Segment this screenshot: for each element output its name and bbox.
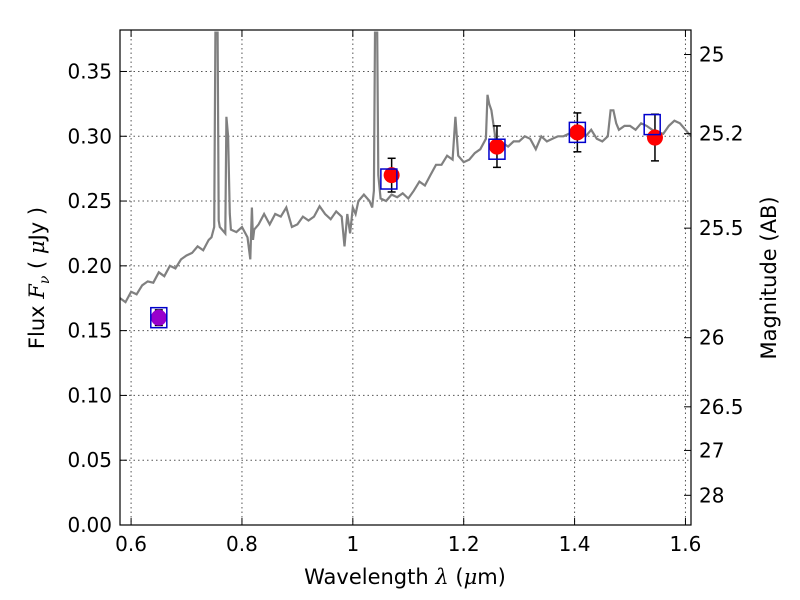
x-axis-label: Wavelength λ (μm)	[304, 565, 506, 589]
x-tick-label: 1.6	[670, 532, 702, 556]
y-tick-label: 0.35	[67, 59, 112, 83]
model-band-layer	[150, 113, 661, 329]
magnitude-tick-label: 25.5	[699, 216, 744, 240]
y-tick-label: 0.10	[67, 383, 112, 407]
model-band-point	[150, 306, 168, 329]
observed-point	[150, 309, 167, 326]
y-tick-label: 0.20	[67, 254, 112, 278]
magnitude-tick-label: 28	[699, 483, 724, 507]
observed-point	[646, 129, 663, 146]
y-axis: 0.00 0.05 0.10 0.15 0.20 0.25 0.30 0.35	[67, 59, 127, 537]
magnitude-axis: 25 25.2 25.5 26 26.5 27 28	[684, 43, 744, 507]
observed-points-layer	[150, 112, 663, 327]
observed-point	[488, 138, 505, 155]
x-axis: 0.6 0.8 1 1.2 1.4 1.6	[115, 30, 701, 556]
magnitude-tick-label: 26	[699, 326, 724, 350]
x-tick-label: 0.8	[226, 532, 258, 556]
magnitude-tick-label: 25.2	[699, 122, 744, 146]
x-tick-label: 1.4	[559, 532, 591, 556]
x-tick-label: 1.2	[448, 532, 480, 556]
y-axis-label: Flux Fν ( μJy )	[25, 207, 53, 349]
model-spectrum-line	[120, 31, 691, 304]
model-band-point	[488, 138, 506, 160]
x-tick-label: 0.6	[115, 532, 147, 556]
magnitude-tick-label: 26.5	[699, 395, 744, 419]
magnitude-tick-label: 27	[699, 438, 724, 462]
y-tick-label: 0.30	[67, 124, 112, 148]
model-spectrum-layer	[120, 31, 691, 304]
grid	[120, 30, 691, 526]
magnitude-tick-label: 25	[699, 43, 724, 67]
y-tick-label: 0.00	[67, 513, 112, 537]
y-tick-label: 0.25	[67, 189, 112, 213]
x-tick-label: 1	[346, 532, 359, 556]
plot-frame	[119, 29, 692, 526]
y-tick-label: 0.15	[67, 319, 112, 343]
model-band-point	[643, 113, 661, 136]
model-band-point	[568, 121, 587, 144]
y-tick-label: 0.05	[67, 448, 112, 472]
model-band-point	[380, 168, 398, 190]
observed-point	[383, 167, 400, 184]
magnitude-axis-label: Magnitude (AB)	[757, 196, 781, 359]
observed-point	[569, 124, 586, 141]
